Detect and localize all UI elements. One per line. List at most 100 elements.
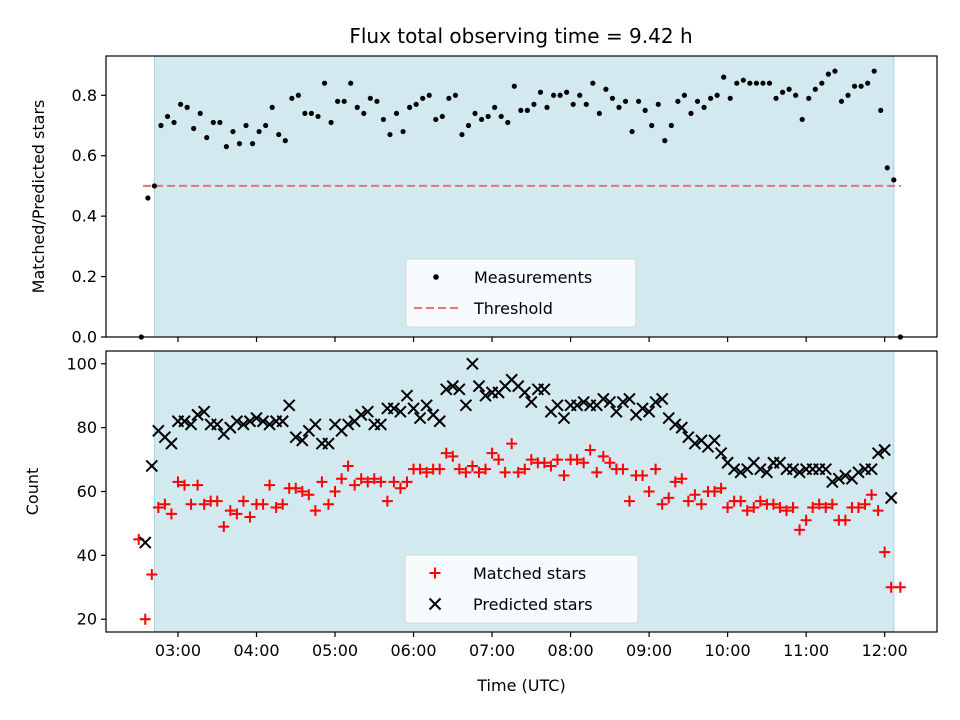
measurement-point xyxy=(701,104,707,110)
matched-star-point xyxy=(689,489,701,501)
predicted-star-point xyxy=(459,399,473,412)
top-legend-box xyxy=(405,258,637,328)
measurement-point xyxy=(302,110,308,117)
measurement-point xyxy=(642,107,648,113)
measurement-point xyxy=(177,101,184,107)
measurement-point xyxy=(151,183,158,189)
predicted-star-point xyxy=(394,405,407,418)
matched-star-point xyxy=(741,505,753,517)
measurement-point xyxy=(452,92,459,98)
x-tick-label: 03:00 xyxy=(155,641,201,660)
measurement-point xyxy=(348,80,354,86)
measurement-point xyxy=(191,125,197,132)
matched-star-point xyxy=(159,498,171,510)
measurement-point xyxy=(531,101,537,107)
predicted-star-point xyxy=(688,437,702,450)
measurement-point xyxy=(387,131,393,138)
measurement-point xyxy=(636,98,642,104)
measurement-point xyxy=(727,95,733,101)
measurement-point xyxy=(341,98,347,104)
measurement-point xyxy=(492,104,498,110)
measurement-point xyxy=(197,110,203,117)
predicted-star-point xyxy=(636,402,649,415)
top-axes-frame xyxy=(105,55,938,338)
measurement-point xyxy=(616,104,622,110)
matched-star-point xyxy=(421,466,433,478)
matched-star-point xyxy=(355,473,367,485)
x-tick-label: 06:00 xyxy=(390,641,436,660)
predicted-star-point xyxy=(655,392,669,406)
measurement-point xyxy=(564,89,570,95)
matched-star-point xyxy=(381,495,393,507)
measurement-point xyxy=(380,116,387,123)
measurement-point xyxy=(276,131,282,138)
matched-star-point xyxy=(656,498,668,510)
measurement-point xyxy=(714,92,720,98)
measurement-point xyxy=(590,80,596,86)
matched-star-point xyxy=(879,546,891,558)
predicted-star-point xyxy=(433,415,446,428)
measurement-point xyxy=(884,165,890,171)
measurement-point xyxy=(354,104,360,110)
matched-star-point xyxy=(794,524,806,536)
matched-star-point xyxy=(237,495,249,507)
predicted-star-point xyxy=(250,411,263,425)
bottom-y-tick-label: 80 xyxy=(77,418,97,437)
predicted-star-point xyxy=(518,386,531,399)
measurement-point xyxy=(223,144,229,150)
predicted-star-point xyxy=(852,466,865,479)
predicted-star-point xyxy=(420,399,433,412)
predicted-star-point xyxy=(413,411,427,425)
top-y-tick-label: 0.8 xyxy=(72,86,97,105)
legend-label: Threshold xyxy=(473,299,553,318)
matched-star-point xyxy=(604,457,616,469)
measurement-point xyxy=(498,113,504,120)
matched-star-point xyxy=(473,466,485,478)
matched-star-point xyxy=(767,498,779,510)
measurement-point xyxy=(734,80,740,86)
predicted-star-point xyxy=(832,472,846,485)
top-series-measurements xyxy=(138,68,903,340)
measurement-point xyxy=(622,98,629,104)
predicted-star-point xyxy=(361,405,374,418)
matched-star-point xyxy=(512,466,524,478)
measurement-point xyxy=(681,92,688,98)
measurement-point xyxy=(537,89,544,95)
measurement-point xyxy=(321,80,328,86)
x-tick-label: 09:00 xyxy=(626,641,672,660)
matched-star-point xyxy=(682,495,694,507)
matched-star-point xyxy=(637,470,649,482)
x-tick-label: 07:00 xyxy=(469,641,515,660)
measurement-point xyxy=(708,95,714,101)
predicted-star-point xyxy=(839,469,852,482)
matched-star-point xyxy=(231,508,243,520)
measurement-point xyxy=(747,80,753,86)
matched-star-point xyxy=(538,457,550,469)
measurement-point xyxy=(295,92,301,98)
predicted-star-point xyxy=(884,491,898,505)
matched-star-point xyxy=(519,463,531,475)
measurement-point xyxy=(851,83,858,89)
predicted-star-point xyxy=(230,415,244,428)
top-legend: Measurements Threshold xyxy=(405,258,637,328)
predicted-star-point xyxy=(577,395,590,409)
matched-star-point xyxy=(218,521,230,533)
matched-star-point xyxy=(551,454,563,466)
top-y-tick-label: 0.4 xyxy=(72,207,97,226)
matched-star-point xyxy=(277,498,289,510)
predicted-star-point xyxy=(819,462,832,476)
predicted-star-point xyxy=(708,434,721,447)
predicted-star-point xyxy=(256,415,270,428)
measurement-point xyxy=(400,128,406,135)
predicted-star-point xyxy=(407,402,420,415)
x-axis-label: Time (UTC) xyxy=(476,676,565,695)
matched-star-point xyxy=(650,463,662,475)
measurement-point xyxy=(171,119,177,126)
matched-star-point xyxy=(774,501,786,513)
measurement-point xyxy=(361,110,367,117)
measurement-point xyxy=(328,119,334,126)
predicted-star-point xyxy=(374,418,388,431)
matched-star-point xyxy=(152,501,164,513)
measurement-point xyxy=(413,101,419,107)
x-tick-label: 12:00 xyxy=(862,641,908,660)
